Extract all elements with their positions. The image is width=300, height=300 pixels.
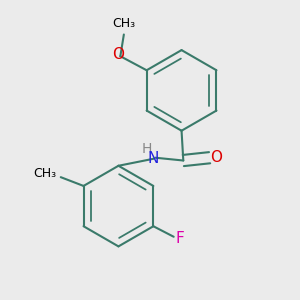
Text: CH₃: CH₃	[112, 17, 135, 30]
Text: O: O	[112, 47, 124, 62]
Text: F: F	[176, 231, 184, 246]
Text: N: N	[148, 151, 159, 166]
Text: H: H	[141, 142, 152, 156]
Text: O: O	[210, 150, 222, 165]
Text: CH₃: CH₃	[33, 167, 57, 180]
